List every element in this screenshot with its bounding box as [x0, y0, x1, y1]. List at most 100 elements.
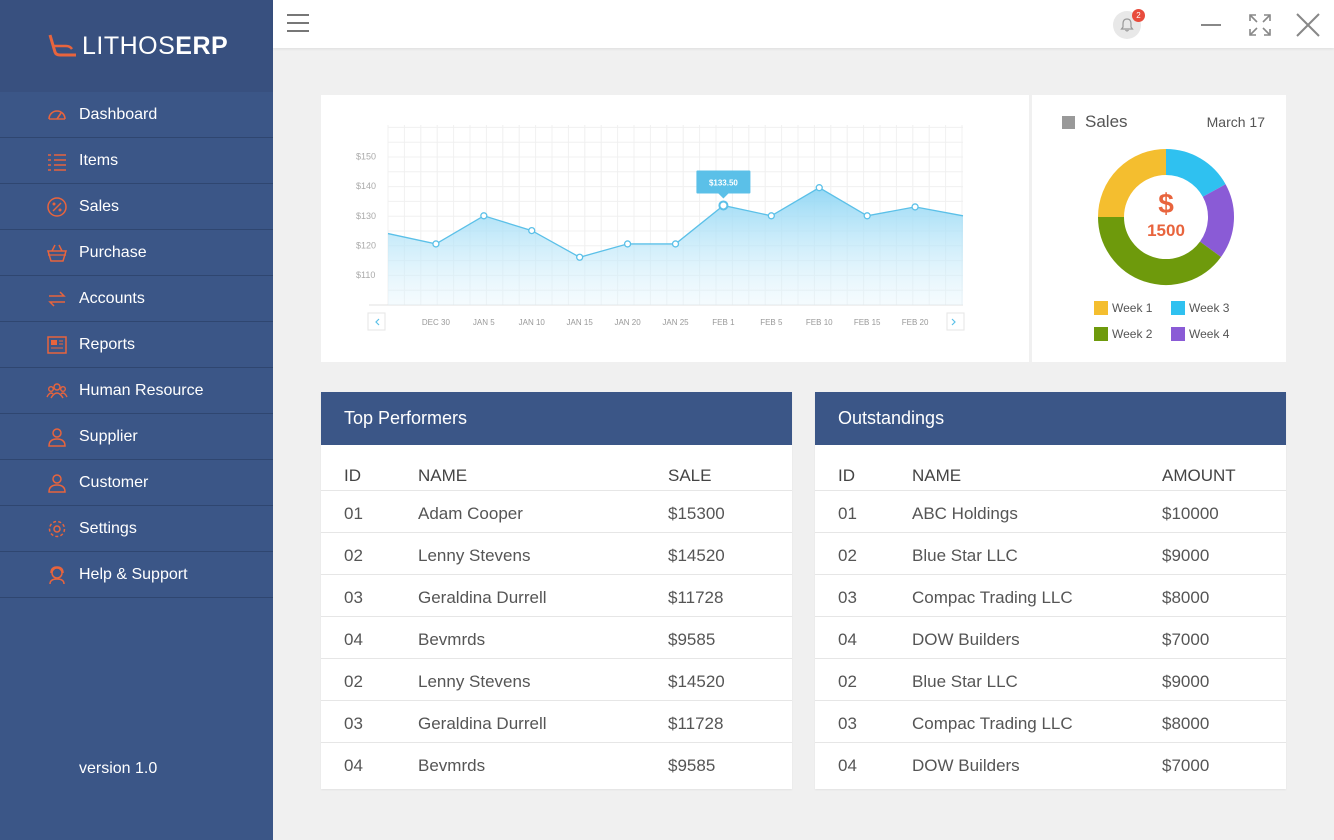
table-row[interactable]: 03 Geraldina Durrell $11728	[321, 701, 792, 743]
cell-id: 02	[838, 546, 857, 565]
sidebar-item-label: Supplier	[79, 427, 138, 445]
sidebar-item-help-support[interactable]: Help & Support	[0, 552, 273, 598]
outstandings-rows: 01 ABC Holdings $10000 02 Blue Star LLC $9000…	[815, 491, 1286, 785]
chart-prev-icon[interactable]	[367, 312, 386, 331]
sidebar-item-sales[interactable]: Sales	[0, 184, 273, 230]
logo-text-light: LITHOS	[82, 31, 176, 60]
table-row[interactable]: 02 Blue Star LLC $9000	[815, 533, 1286, 575]
list-icon	[46, 150, 68, 172]
sidebar-item-items[interactable]: Items	[0, 138, 273, 184]
chart-next-icon[interactable]	[946, 312, 965, 331]
legend-item-week-1[interactable]: Week 1	[1094, 301, 1152, 315]
table-row[interactable]: 03 Compac Trading LLC $8000	[815, 701, 1286, 743]
y-tick-label: $110	[356, 270, 375, 280]
sidebar-item-accounts[interactable]: Accounts	[0, 276, 273, 322]
donut-slice-week-2[interactable]	[1098, 216, 1222, 285]
cell-amount: $7000	[1162, 756, 1210, 775]
table-row[interactable]: 04 Bevmrds $9585	[321, 617, 792, 659]
outstandings-header: ID NAME AMOUNT	[815, 445, 1286, 491]
column-header-id: ID	[838, 466, 855, 485]
support-icon	[46, 564, 68, 586]
table-row[interactable]: 02 Blue Star LLC $9000	[815, 659, 1286, 701]
donut-title-text: Sales	[1085, 112, 1128, 131]
cell-sale: $15300	[668, 504, 725, 523]
top-performers-title: Top Performers	[321, 392, 792, 445]
top-performers-header: ID NAME SALE	[321, 445, 792, 491]
cell-name: Lenny Stevens	[418, 546, 531, 565]
x-tick-label: FEB 1	[712, 318, 735, 327]
data-point[interactable]	[671, 240, 680, 248]
data-point[interactable]	[911, 203, 919, 211]
data-point[interactable]	[623, 240, 632, 248]
legend-label: Week 3	[1189, 301, 1230, 315]
table-row[interactable]: 01 Adam Cooper $15300	[321, 491, 792, 533]
table-row[interactable]: 04 DOW Builders $7000	[815, 617, 1286, 659]
cell-name: Blue Star LLC	[912, 672, 1018, 691]
legend-item-week-2[interactable]: Week 2	[1094, 327, 1152, 341]
person-icon	[46, 472, 68, 494]
x-tick-label: JAN 10	[519, 318, 546, 327]
cell-id: 04	[344, 630, 363, 649]
data-point[interactable]	[480, 212, 488, 220]
cell-name: Bevmrds	[418, 630, 486, 649]
cell-id: 03	[838, 588, 857, 607]
cell-sale: $14520	[668, 546, 725, 565]
person-icon	[46, 426, 68, 448]
table-row[interactable]: 02 Lenny Stevens $14520	[321, 659, 792, 701]
sidebar: LITHOSERP Dashboard Items Sales Purchase Acc…	[0, 0, 273, 840]
app-logo[interactable]: LITHOSERP	[0, 0, 273, 92]
cell-id: 03	[344, 588, 363, 607]
column-header-name: NAME	[418, 466, 468, 485]
data-point[interactable]	[528, 226, 536, 235]
hamburger-menu-icon[interactable]	[286, 11, 310, 35]
data-point[interactable]	[815, 184, 823, 192]
cell-sale: $9585	[668, 630, 716, 649]
sidebar-item-human-resource[interactable]: Human Resource	[0, 368, 273, 414]
donut-date: March 17	[1206, 114, 1265, 130]
sidebar-item-reports[interactable]: Reports	[0, 322, 273, 368]
sidebar-item-customer[interactable]: Customer	[0, 460, 273, 506]
notification-badge: 2	[1132, 9, 1145, 22]
close-icon[interactable]	[1295, 12, 1321, 38]
cell-amount: $10000	[1162, 504, 1219, 523]
sidebar-item-dashboard[interactable]: Dashboard	[0, 92, 273, 138]
data-point[interactable]	[576, 253, 584, 261]
legend-item-week-3[interactable]: Week 3	[1171, 301, 1229, 315]
cell-id: 04	[344, 756, 363, 775]
sidebar-item-label: Settings	[79, 519, 137, 537]
sidebar-item-label: Items	[79, 151, 119, 169]
data-point[interactable]	[718, 200, 729, 211]
sales-donut-chart: $1500	[1098, 149, 1234, 285]
sidebar-item-purchase[interactable]: Purchase	[0, 230, 273, 276]
cell-name: Bevmrds	[418, 756, 486, 775]
cell-name: Adam Cooper	[418, 504, 523, 523]
y-tick-label: $140	[356, 181, 376, 191]
sidebar-item-settings[interactable]: Settings	[0, 506, 273, 552]
sidebar-item-supplier[interactable]: Supplier	[0, 414, 273, 460]
sidebar-item-label: Help & Support	[79, 565, 188, 583]
data-point[interactable]	[863, 212, 871, 220]
cell-id: 03	[838, 714, 857, 733]
table-row[interactable]: 02 Lenny Stevens $14520	[321, 533, 792, 575]
fullscreen-icon[interactable]	[1247, 12, 1273, 38]
cell-id: 04	[838, 756, 857, 775]
sales-donut-card: Sales March 17 $1500 Week 1 Week 3 Week 2 W…	[1032, 95, 1286, 362]
legend-item-week-4[interactable]: Week 4	[1171, 327, 1229, 341]
table-row[interactable]: 03 Geraldina Durrell $11728	[321, 575, 792, 617]
minimize-icon[interactable]	[1198, 12, 1224, 38]
table-row[interactable]: 03 Compac Trading LLC $8000	[815, 575, 1286, 617]
donut-slice-week-3[interactable]	[1165, 149, 1226, 198]
column-header-amount: AMOUNT	[1162, 466, 1236, 485]
table-row[interactable]: 01 ABC Holdings $10000	[815, 491, 1286, 533]
donut-slice-week-4[interactable]	[1199, 184, 1234, 257]
sidebar-item-label: Sales	[79, 197, 120, 215]
legend-label: Week 4	[1189, 327, 1230, 341]
data-point[interactable]	[432, 240, 440, 248]
top-bar: 2	[273, 0, 1334, 48]
table-row[interactable]: 04 Bevmrds $9585	[321, 743, 792, 785]
table-row[interactable]: 04 DOW Builders $7000	[815, 743, 1286, 785]
cell-name: Compac Trading LLC	[912, 588, 1073, 607]
chair-logo-icon	[48, 34, 76, 57]
data-point[interactable]	[767, 212, 775, 220]
donut-slice-week-1[interactable]	[1098, 149, 1167, 218]
